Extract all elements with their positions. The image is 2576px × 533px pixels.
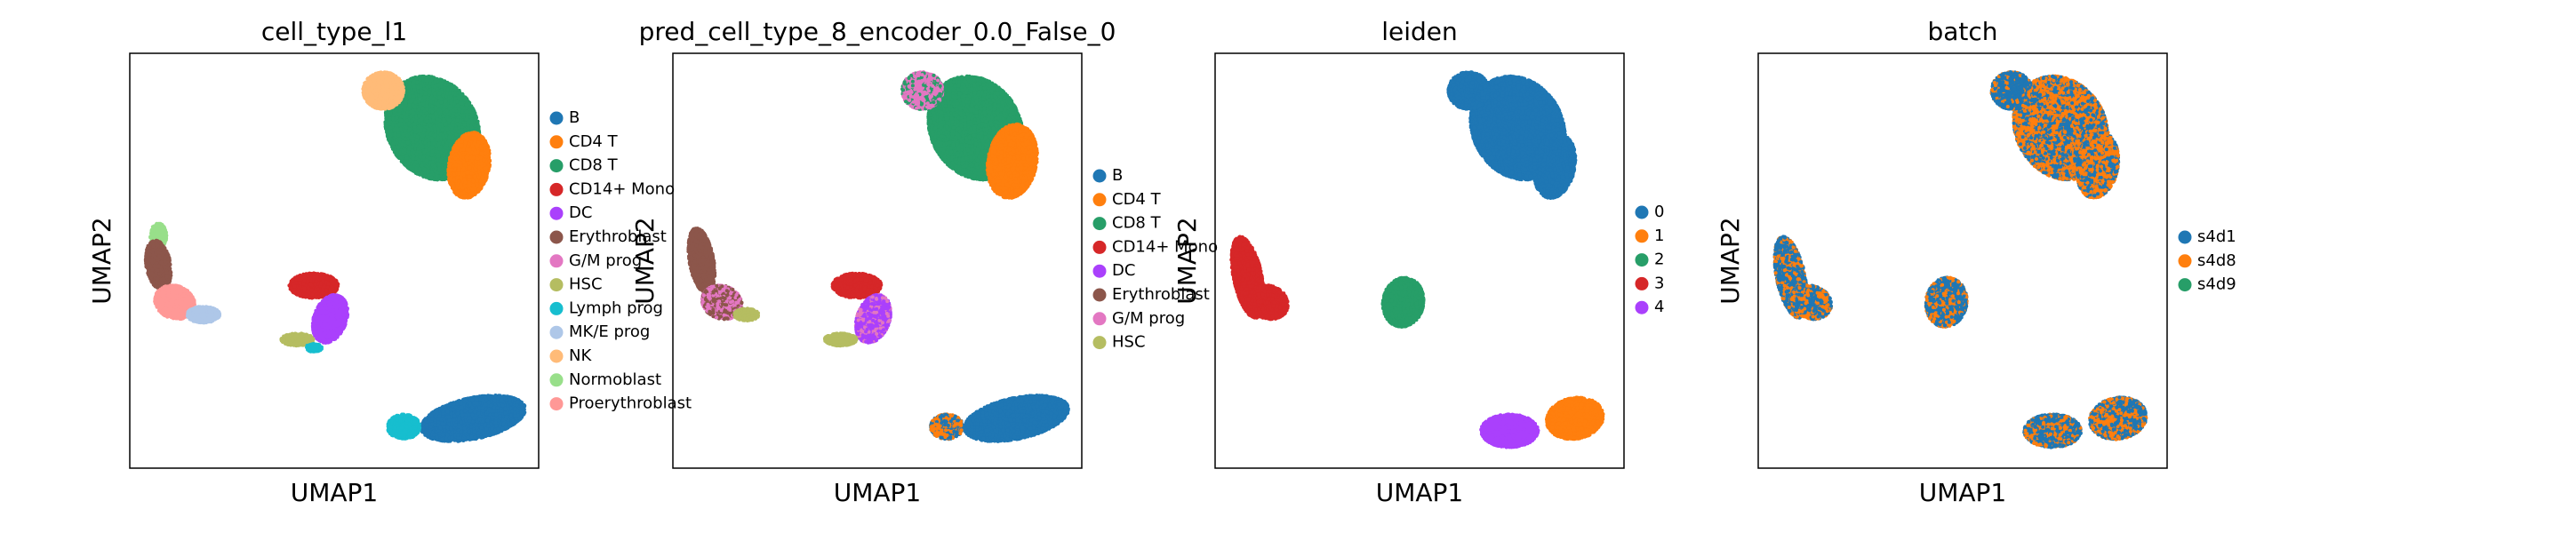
panel-title: cell_type_l1 bbox=[261, 17, 407, 46]
scatter-points bbox=[144, 70, 527, 443]
